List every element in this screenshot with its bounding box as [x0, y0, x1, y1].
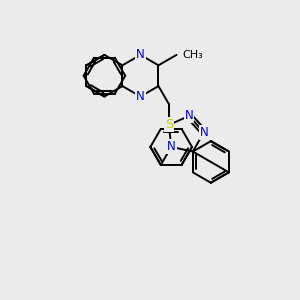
Text: N: N	[136, 48, 145, 62]
Text: N: N	[200, 126, 208, 139]
Text: CH₃: CH₃	[182, 50, 203, 60]
Text: N: N	[185, 110, 194, 122]
Text: S: S	[165, 118, 173, 131]
Text: N: N	[167, 140, 176, 153]
Text: N: N	[136, 90, 145, 103]
